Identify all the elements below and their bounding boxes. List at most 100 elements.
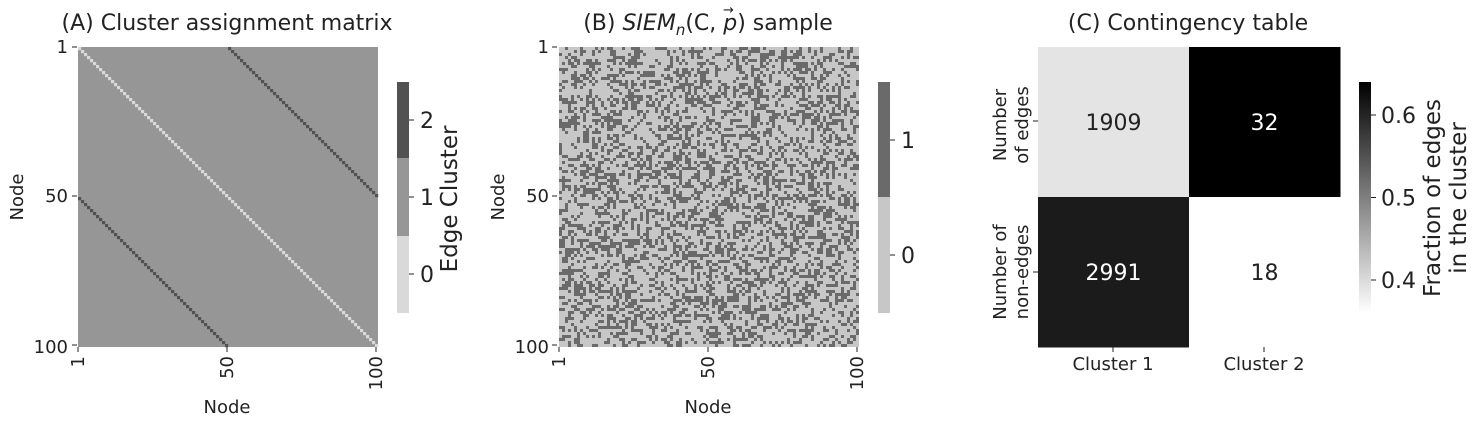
offdiagonal-cell — [222, 341, 226, 345]
panel-b-heatmap — [559, 47, 859, 347]
offdiagonal-cell — [318, 137, 322, 141]
diagonal-cell — [153, 122, 157, 126]
offdiagonal-cell — [225, 344, 229, 348]
offdiagonal-cell — [219, 338, 223, 342]
diagonal-cell — [108, 77, 112, 81]
diagonal-cell — [240, 209, 244, 213]
offdiagonal-cell — [360, 179, 364, 183]
offdiagonal-cell — [249, 68, 253, 72]
colorbar-label-line: in the cluster — [1446, 122, 1472, 274]
diagonal-cell — [165, 134, 169, 138]
contingency-cell — [1189, 197, 1341, 348]
offdiagonal-cell — [231, 50, 235, 54]
colorbar-tick-label: 0 — [420, 263, 434, 288]
offdiagonal-cell — [321, 140, 325, 144]
diagonal-cell — [300, 269, 304, 273]
offdiagonal-cell — [207, 326, 211, 330]
x-tick-label: 100 — [847, 356, 868, 390]
diagonal-cell — [114, 83, 118, 87]
diagonal-cell — [141, 110, 145, 114]
panel-c-title: (C) Contingency table — [1068, 11, 1308, 36]
offdiagonal-cell — [177, 296, 181, 300]
offdiagonal-cell — [315, 134, 319, 138]
offdiagonal-cell — [117, 236, 121, 240]
offdiagonal-cell — [78, 197, 82, 201]
diagonal-cell — [144, 113, 148, 117]
diagonal-cell — [219, 188, 223, 192]
y-axis-label: Node — [7, 174, 28, 221]
colorbar-tick-label: 0.6 — [1381, 104, 1416, 129]
offdiagonal-cell — [195, 314, 199, 318]
offdiagonal-cell — [84, 203, 88, 207]
diagonal-cell — [87, 56, 91, 60]
diagonal-cell — [183, 152, 187, 156]
offdiagonal-cell — [264, 83, 268, 87]
x-tick-label: 1 — [68, 356, 89, 367]
x-tick-label: 50 — [217, 356, 238, 379]
diagonal-cell — [228, 197, 232, 201]
offdiagonal-cell — [129, 248, 133, 252]
offdiagonal-cell — [168, 287, 172, 291]
offdiagonal-cell — [114, 233, 118, 237]
panel-c: (C) Contingency table 1909 32 2991 18 Numbe… — [990, 11, 1472, 375]
panel-a: (A) Cluster assignment matrix 1 50 100 1… — [7, 11, 463, 418]
diagonal-cell — [297, 266, 301, 270]
diagonal-cell — [96, 65, 100, 69]
panel-c-colorbar: 0.4 0.5 0.6 Fraction of edges in the clust… — [1359, 82, 1472, 313]
offdiagonal-cell — [108, 227, 112, 231]
diagonal-cell — [333, 302, 337, 306]
diagonal-cell — [132, 101, 136, 105]
offdiagonal-cell — [111, 230, 115, 234]
cell-value-label: 18 — [1251, 261, 1279, 286]
colorbar-segment-1 — [397, 158, 409, 236]
offdiagonal-cell — [357, 176, 361, 180]
offdiagonal-cell — [150, 269, 154, 273]
colorbar-tick-label: 0.4 — [1381, 269, 1416, 294]
offdiagonal-cell — [288, 107, 292, 111]
diagonal-cell — [291, 260, 295, 264]
diagonal-cell — [369, 338, 373, 342]
offdiagonal-cell — [171, 290, 175, 294]
panel-b-title: (B) SIEMn(C, p) sample — [583, 11, 833, 39]
diagonal-cell — [192, 161, 196, 165]
colorbar-tick-label: 0.5 — [1381, 187, 1416, 212]
diagonal-cell — [336, 305, 340, 309]
row-label-line: Number — [990, 88, 1011, 161]
diagonal-cell — [363, 332, 367, 336]
offdiagonal-cell — [246, 65, 250, 69]
contingency-cell — [1038, 47, 1190, 198]
offdiagonal-cell — [234, 53, 238, 57]
panel-a-title: (A) Cluster assignment matrix — [62, 11, 393, 36]
offdiagonal-cell — [282, 101, 286, 105]
offdiagonal-cell — [273, 92, 277, 96]
cell-value-label: 1909 — [1086, 111, 1142, 136]
offdiagonal-cell — [192, 311, 196, 315]
colorbar-label-line: Fraction of edges — [1420, 99, 1446, 297]
offdiagonal-cell — [144, 263, 148, 267]
diagonal-cell — [321, 290, 325, 294]
offdiagonal-cell — [372, 191, 376, 195]
offdiagonal-cell — [159, 278, 163, 282]
offdiagonal-cell — [327, 146, 331, 150]
panel-b: (B) SIEMn(C, p) sample → 1 50 100 1 50 1… — [488, 3, 915, 418]
panel-a-heatmap — [78, 47, 379, 348]
contingency-cell — [1189, 47, 1341, 198]
diagonal-cell — [78, 47, 82, 51]
diagonal-cell — [234, 203, 238, 207]
diagonal-cell — [81, 50, 85, 54]
offdiagonal-cell — [240, 59, 244, 63]
diagonal-cell — [306, 275, 310, 279]
diagonal-cell — [258, 227, 262, 231]
offdiagonal-cell — [339, 158, 343, 162]
diagonal-cell — [372, 341, 376, 345]
diagonal-cell — [171, 140, 175, 144]
diagonal-cell — [213, 182, 217, 186]
diagonal-cell — [162, 131, 166, 135]
offdiagonal-cell — [267, 86, 271, 90]
colorbar-tick-label: 1 — [901, 129, 915, 154]
diagonal-cell — [282, 251, 286, 255]
diagonal-cell — [246, 215, 250, 219]
column-label: Cluster 2 — [1223, 354, 1304, 375]
colorbar-gradient — [1359, 82, 1371, 313]
diagonal-cell — [375, 344, 379, 348]
